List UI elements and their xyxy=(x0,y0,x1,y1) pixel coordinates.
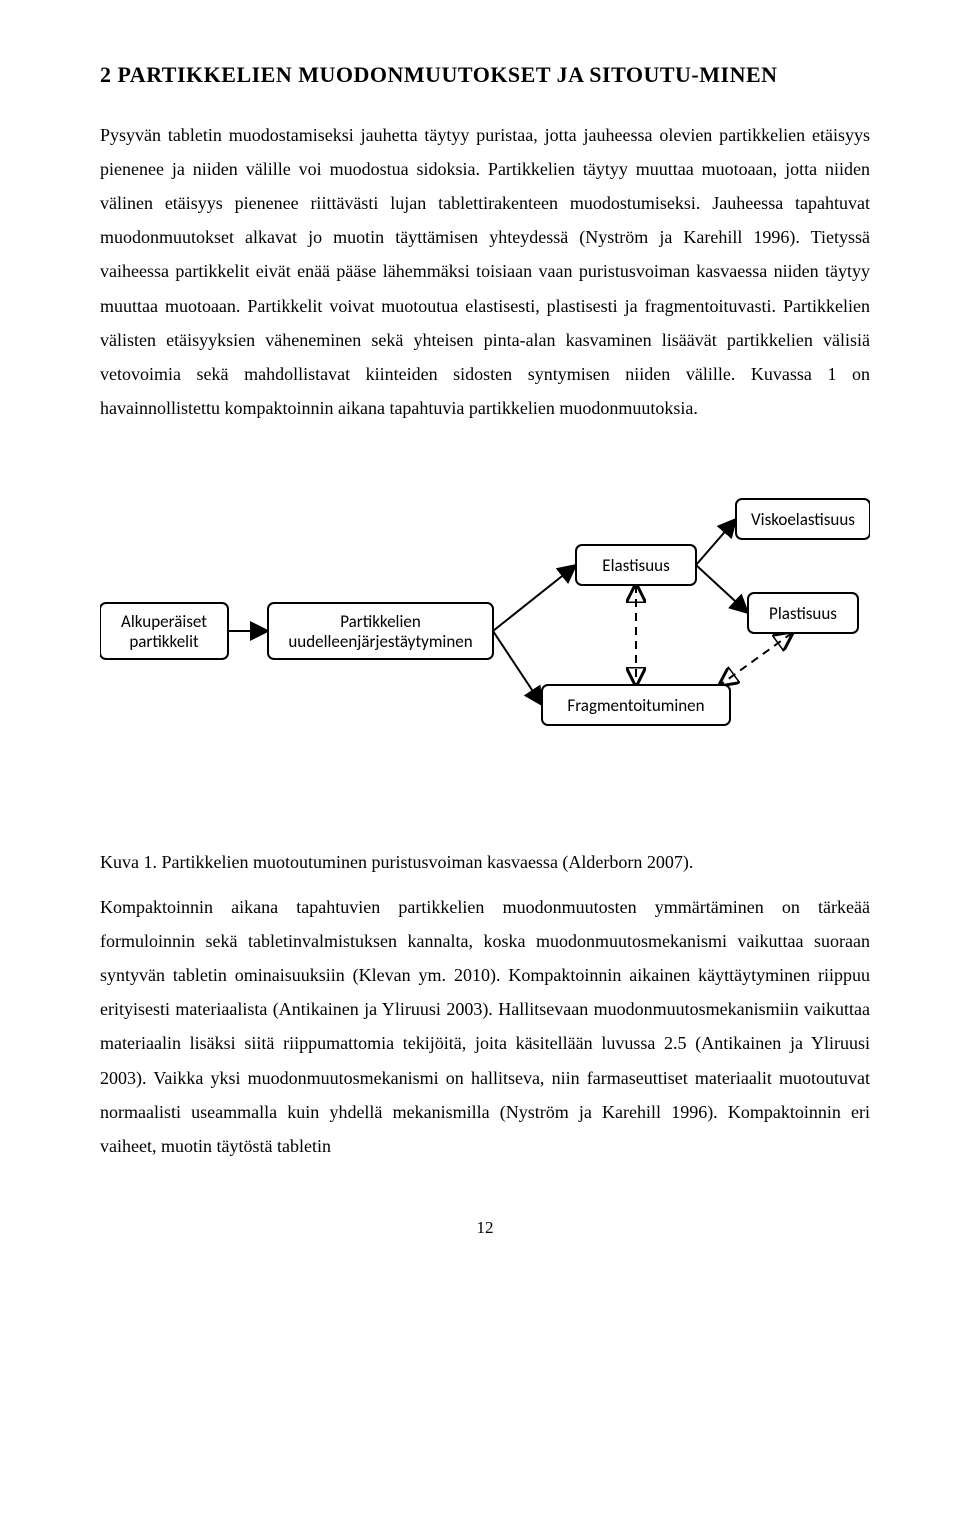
page-number: 12 xyxy=(100,1218,870,1238)
flow-diagram: AlkuperäisetpartikkelitPartikkelienuudel… xyxy=(100,485,870,785)
figure-caption: Kuva 1. Partikkelien muotoutuminen puris… xyxy=(100,845,870,879)
section-heading: 2 PARTIKKELIEN MUODONMUUTOKSET JA SITOUT… xyxy=(100,60,870,90)
svg-text:Elastisuus: Elastisuus xyxy=(602,555,670,576)
svg-text:Alkuperäisetpartikkelit: Alkuperäisetpartikkelit xyxy=(121,611,207,652)
svg-text:Plastisuus: Plastisuus xyxy=(769,603,837,624)
svg-text:Fragmentoituminen: Fragmentoituminen xyxy=(567,695,704,716)
svg-text:Viskoelastisuus: Viskoelastisuus xyxy=(751,509,855,530)
body-paragraph-1: Pysyvän tabletin muodostamiseksi jauhett… xyxy=(100,118,870,426)
diagram-svg: AlkuperäisetpartikkelitPartikkelienuudel… xyxy=(100,485,870,785)
body-paragraph-2: Kompaktoinnin aikana tapahtuvien partikk… xyxy=(100,890,870,1164)
